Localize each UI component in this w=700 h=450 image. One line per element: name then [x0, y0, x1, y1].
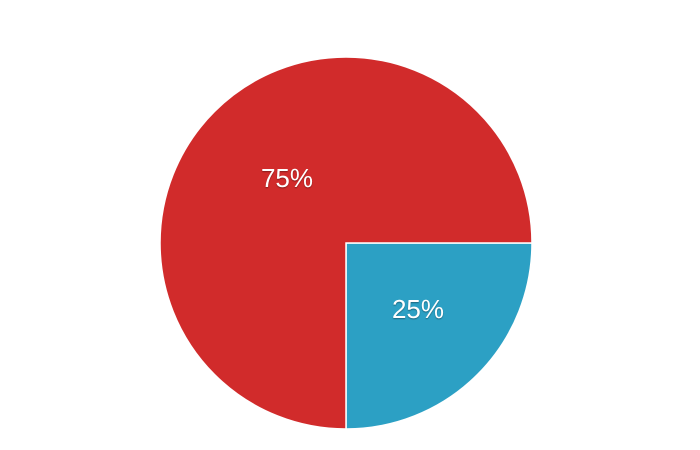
svg-text:25%: 25%: [392, 294, 444, 324]
svg-text:75%: 75%: [261, 163, 313, 193]
